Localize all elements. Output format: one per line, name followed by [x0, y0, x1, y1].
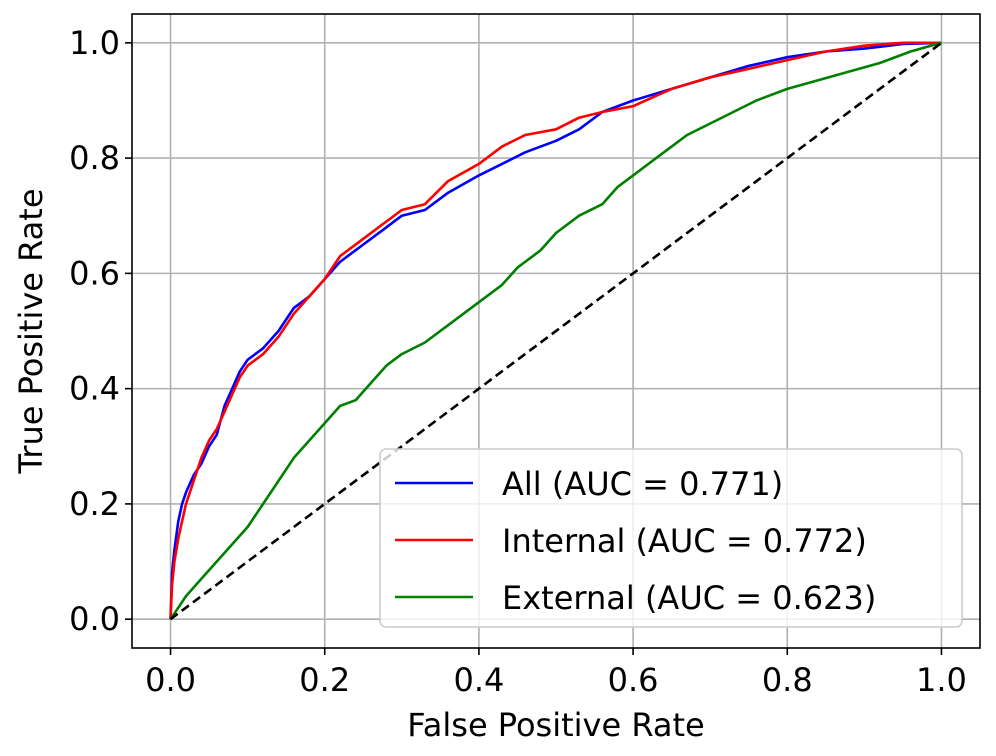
y-axis-label: True Positive Rate: [12, 188, 50, 474]
legend-label-internal: Internal (AUC = 0.772): [502, 522, 867, 560]
legend-label-external: External (AUC = 0.623): [502, 579, 876, 617]
x-tick-label: 0.0: [145, 661, 196, 699]
y-tick-label: 0.0: [69, 600, 120, 638]
legend-box: [379, 448, 963, 628]
roc-curve-internal: [169, 41, 942, 620]
grid: [132, 14, 980, 648]
roc-curve-chance: [169, 41, 943, 621]
y-tick-label: 0.2: [69, 485, 120, 523]
y-tick-label: 0.8: [69, 139, 120, 177]
legend-label-all: All (AUC = 0.771): [502, 465, 783, 503]
y-tick-label: 0.4: [69, 370, 120, 408]
x-tick-label: 0.6: [608, 661, 659, 699]
ticks: 0.0 0.2 0.4 0.6 0.8 1.0 0.0 0.2 0.4 0.6 0.8 1.0: [69, 24, 967, 699]
x-tick-label: 0.4: [453, 661, 504, 699]
x-tick-label: 1.0: [916, 661, 967, 699]
y-tick-label: 1.0: [69, 24, 120, 62]
plot-frame: [131, 13, 981, 649]
series-layer: [169, 41, 943, 621]
y-tick-label: 0.6: [69, 254, 120, 292]
roc-curve-external: [169, 41, 942, 620]
x-tick-label: 0.8: [762, 661, 813, 699]
x-tick-label: 0.2: [299, 661, 350, 699]
legend: All (AUC = 0.771) Internal (AUC = 0.772) E…: [379, 448, 963, 628]
x-axis-label: False Positive Rate: [407, 706, 704, 744]
